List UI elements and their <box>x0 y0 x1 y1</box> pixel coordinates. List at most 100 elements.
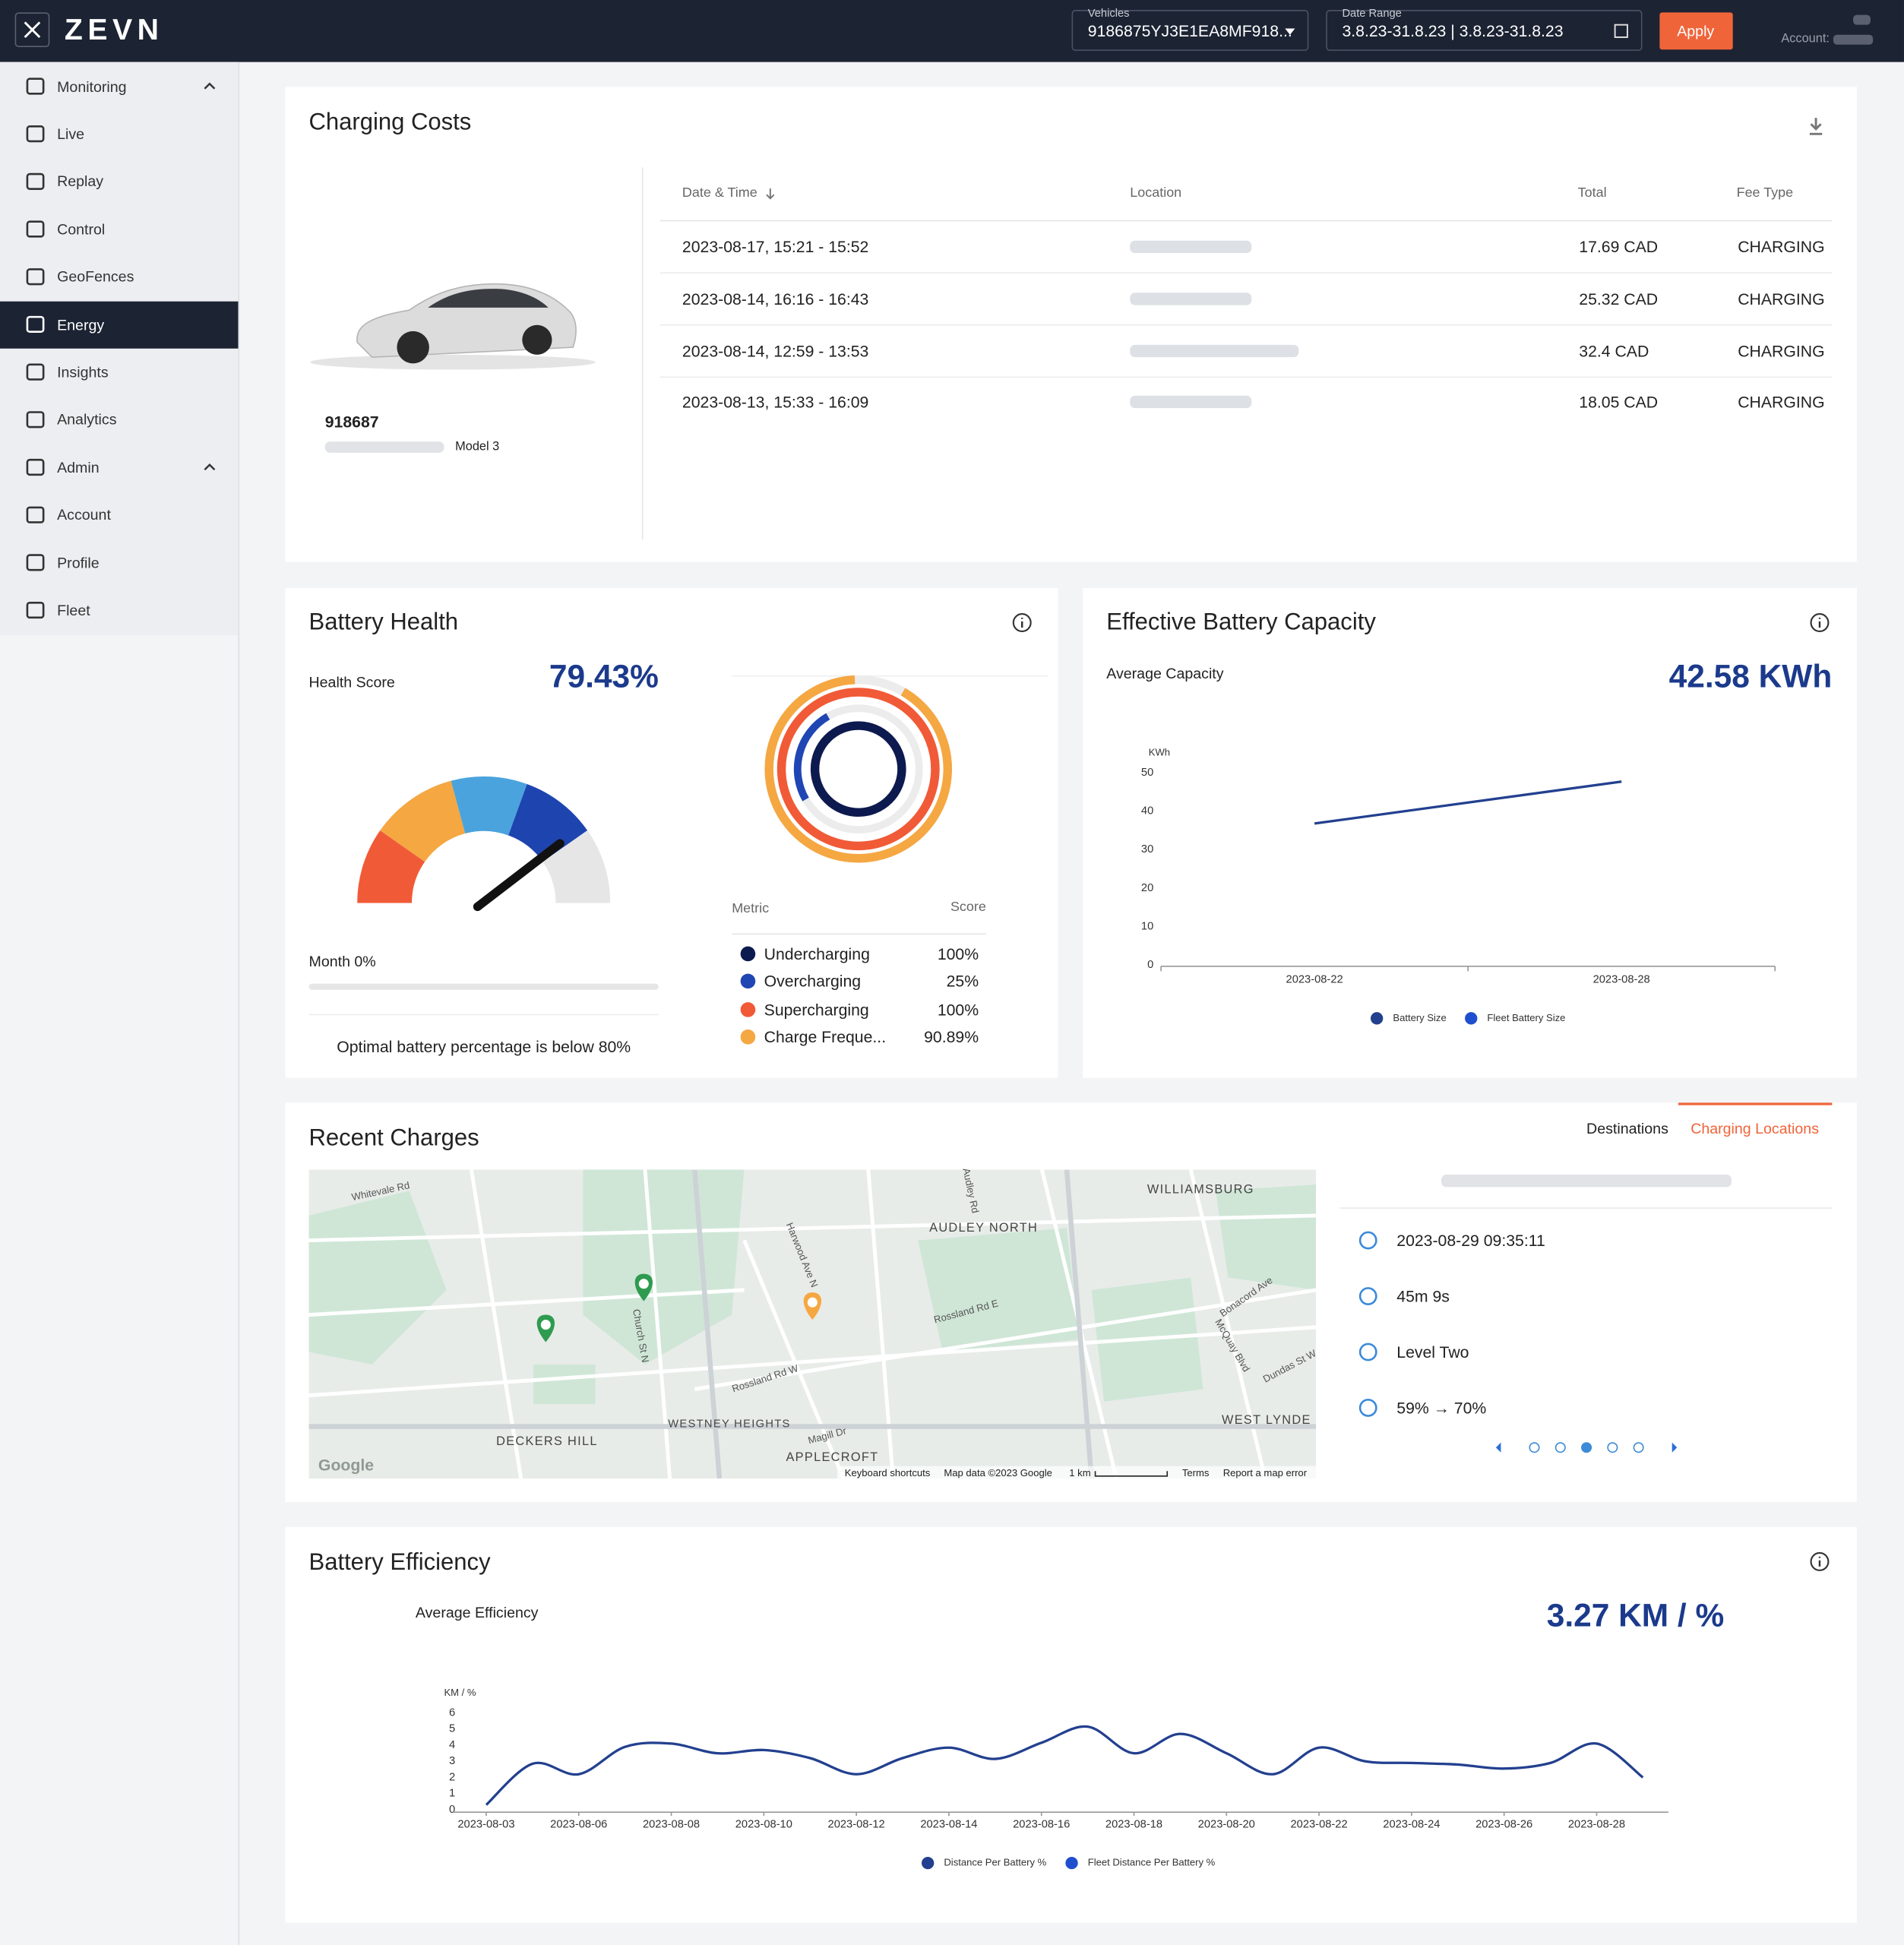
map-road <box>308 1288 745 1317</box>
row-datetime: 2023-08-17, 15:21 - 15:52 <box>682 237 869 257</box>
nav-item[interactable]: Insights <box>57 363 109 381</box>
nav-icon <box>26 458 45 476</box>
y-tick-label: 10 <box>1141 920 1153 932</box>
score-header: Score <box>950 900 986 916</box>
map-park <box>533 1364 596 1405</box>
y-tick-label: 6 <box>449 1706 455 1719</box>
info-icon <box>1810 1551 1830 1571</box>
nav-item[interactable]: Account <box>57 506 111 524</box>
y-tick-label: 0 <box>449 1804 455 1816</box>
x-tick-label: 2023-08-10 <box>735 1818 792 1830</box>
column-header[interactable]: Date & Time <box>682 185 757 201</box>
nav-icon <box>26 363 45 381</box>
detail-text: 59% → 70% <box>1396 1398 1487 1418</box>
vehicles-value[interactable]: 9186875YJ3E1EA8MF918... <box>1087 21 1292 41</box>
map-layer <box>308 1169 1317 1479</box>
x-tick-label: 2023-08-06 <box>550 1818 607 1830</box>
nav-item[interactable]: Control <box>57 220 106 238</box>
metric-dot <box>740 1002 756 1017</box>
map-footer[interactable]: Terms <box>1181 1467 1210 1479</box>
dropdown-caret <box>1285 28 1295 35</box>
metric-score: 25% <box>946 972 979 991</box>
nav-item[interactable]: GeoFences <box>57 267 134 286</box>
map-road <box>308 1325 1317 1398</box>
row-total: 18.05 CAD <box>1579 392 1659 412</box>
y-tick-label: 4 <box>449 1739 455 1751</box>
average-value: 42.58 KWh <box>1668 657 1833 695</box>
nav-item[interactable]: Profile <box>57 553 100 571</box>
vehicle-select[interactable] <box>1071 10 1309 51</box>
nav-item[interactable]: Fleet <box>57 601 90 619</box>
nav-item[interactable]: Analytics <box>57 410 117 429</box>
legend-label: Battery Size <box>1393 1012 1446 1023</box>
nav-icon <box>26 601 45 619</box>
nav-item[interactable]: Replay <box>57 172 104 191</box>
metric-dot <box>740 973 756 989</box>
apply-button[interactable] <box>1659 12 1733 50</box>
gauge-segment <box>451 776 527 836</box>
pager-dot <box>1607 1442 1618 1453</box>
vehicles-label: Vehicles <box>1087 6 1130 20</box>
month-progress <box>308 983 659 990</box>
x-tick-label: 2023-08-24 <box>1383 1818 1440 1830</box>
sort-arrow <box>766 188 775 200</box>
legend-swatch <box>921 1856 935 1870</box>
date-range-value[interactable]: 3.8.23-31.8.23 | 3.8.23-31.8.23 <box>1342 21 1564 41</box>
download-icon <box>1809 118 1823 135</box>
row-datetime: 2023-08-13, 15:33 - 16:09 <box>682 392 869 412</box>
blurred-location <box>1130 344 1299 358</box>
map-major-road <box>691 1169 723 1479</box>
average-label: Average Efficiency <box>415 1603 539 1621</box>
average-value: 3.27 KM / % <box>1546 1596 1725 1634</box>
date-range-input[interactable] <box>1326 10 1643 51</box>
metric-header: Metric <box>732 901 770 916</box>
map-road <box>742 1239 846 1479</box>
nav-icon <box>26 411 45 429</box>
y-tick-label: 3 <box>449 1755 455 1767</box>
x-tick-label: 2023-08-08 <box>643 1818 700 1830</box>
nav-chevron <box>204 82 216 90</box>
map-footer: 1 km <box>1069 1467 1091 1479</box>
x-tick-label: 2023-08-22 <box>1286 974 1343 986</box>
map-label: DECKERS HILL <box>496 1434 598 1449</box>
detail-text: Level Two <box>1396 1343 1469 1362</box>
row-datetime: 2023-08-14, 16:16 - 16:43 <box>682 289 869 308</box>
nav-item[interactable]: Monitoring <box>57 77 127 95</box>
logo: ZEVN <box>64 13 164 48</box>
card-title: Battery Health <box>308 609 459 636</box>
pager-dot <box>1633 1442 1644 1453</box>
map-footer[interactable]: Report a map error <box>1222 1467 1308 1479</box>
blurred-location <box>1130 293 1252 305</box>
pager-dot <box>1529 1442 1540 1453</box>
sidebar <box>0 62 239 635</box>
y-tick-label: 30 <box>1141 843 1153 855</box>
map-label: APPLECROFT <box>786 1451 879 1466</box>
x-tick-label: 2023-08-22 <box>1291 1818 1348 1830</box>
gauge-segment <box>357 830 425 903</box>
month-label: Month 0% <box>308 952 376 970</box>
tab[interactable]: Charging Locations <box>1691 1120 1820 1138</box>
apply-label[interactable]: Apply <box>1677 22 1715 40</box>
nav-item[interactable]: Live <box>57 125 85 143</box>
average-label: Average Capacity <box>1106 665 1224 682</box>
ring-arc <box>764 675 952 863</box>
pager-dot <box>1581 1442 1592 1453</box>
close-button[interactable] <box>14 12 50 48</box>
nav-item[interactable]: Admin <box>57 458 100 476</box>
map-label: WEST LYNDE <box>1222 1414 1311 1428</box>
tab[interactable]: Destinations <box>1586 1120 1668 1138</box>
y-tick-label: 5 <box>449 1723 455 1735</box>
gauge-segment <box>508 784 588 862</box>
nav-item[interactable]: Energy <box>57 315 105 334</box>
legend-swatch <box>1465 1012 1478 1025</box>
map-footer[interactable]: Keyboard shortcuts <box>844 1467 931 1479</box>
card-title: Effective Battery Capacity <box>1106 609 1376 636</box>
x-tick-label: 2023-08-20 <box>1198 1818 1255 1830</box>
sidebar-border <box>238 62 240 1945</box>
map-label: WESTNEY HEIGHTS <box>668 1417 791 1430</box>
row-total: 32.4 CAD <box>1579 341 1649 361</box>
map-footer-bg <box>837 1466 1317 1479</box>
x-tick-label: 2023-08-26 <box>1475 1818 1532 1830</box>
map-pin-dot <box>807 1297 818 1308</box>
